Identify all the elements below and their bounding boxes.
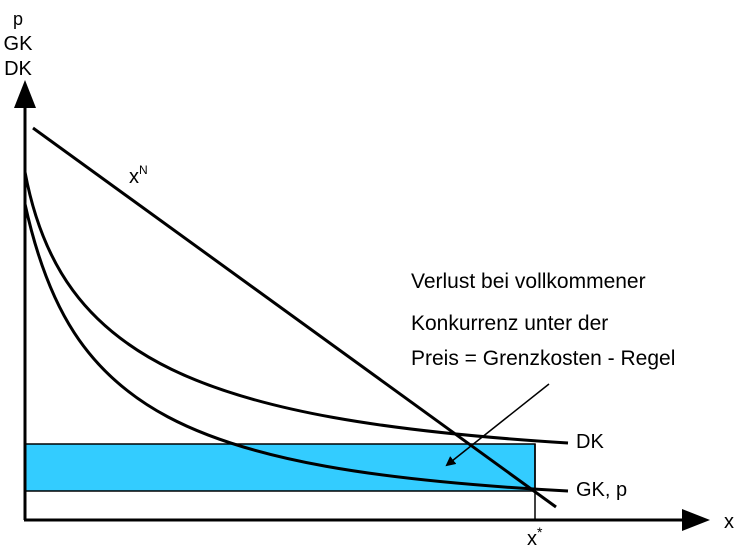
x-star-sup: * — [537, 524, 543, 540]
y-axis-label-dk: DK — [4, 58, 32, 80]
x-star-label: x* — [527, 524, 543, 549]
y-axis-label-p: p — [13, 9, 23, 29]
demand-label: xN — [129, 163, 148, 188]
demand-label-base: x — [129, 166, 139, 188]
dk-curve-label: DK — [576, 431, 604, 453]
annotation-line-2: Konkurrenz unter der — [411, 312, 608, 335]
demand-label-sup: N — [139, 163, 148, 177]
annotation-arrow — [445, 383, 550, 467]
annotation-line-1: Verlust bei vollkommener — [411, 270, 646, 293]
y-axis-arrowhead — [14, 80, 36, 108]
y-axis-label-gk: GK — [4, 33, 34, 55]
x-axis-label: x — [724, 511, 734, 533]
annotation-line-3: Preis = Grenzkosten - Regel — [411, 347, 675, 370]
demand-curve — [32, 126, 557, 509]
gk-curve — [23, 203, 569, 493]
x-axis-arrowhead — [682, 509, 710, 531]
gk-curve-label: GK, p — [576, 479, 627, 501]
dk-curve — [23, 171, 569, 445]
x-star-base: x — [527, 528, 537, 549]
